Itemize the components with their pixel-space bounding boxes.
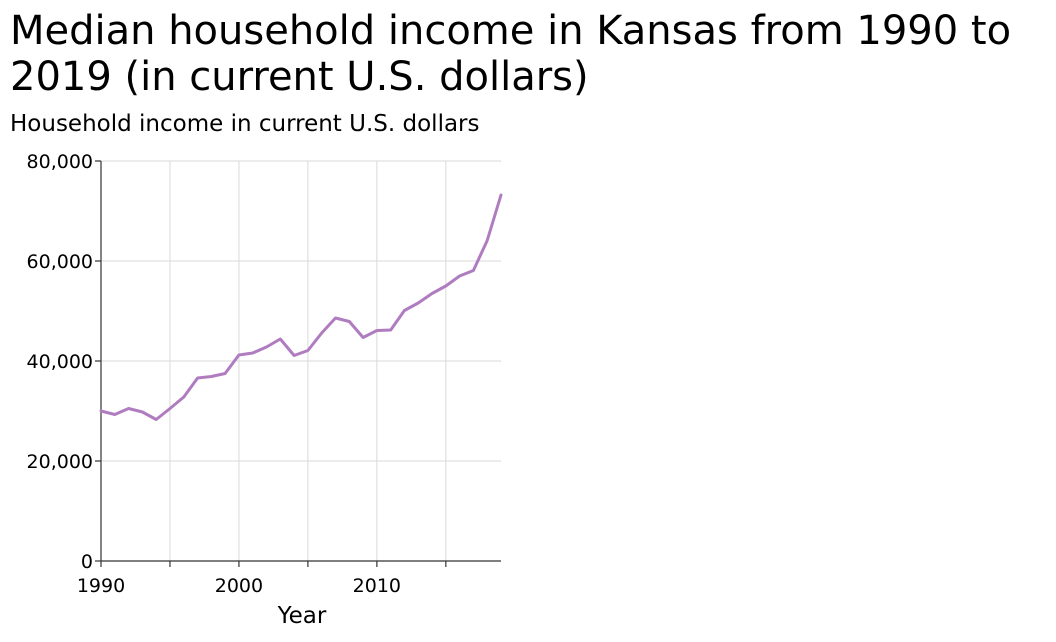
x-tick-label: 1990 [77, 575, 125, 597]
y-tick-label: 40,000 [27, 351, 93, 373]
grid-lines [101, 160, 501, 561]
x-tick-label: 2010 [353, 575, 401, 597]
chart-title: Median household income in Kansas from 1… [10, 8, 1012, 100]
axes: 0 20,000 40,000 60,000 80,000 1990 2000 2010 [27, 151, 501, 597]
y-tick-label: 60,000 [27, 251, 93, 273]
series-layer [99, 193, 503, 421]
x-axis-title: Year [277, 603, 327, 629]
y-axis-title: Household income in current U.S. dollars [10, 111, 480, 137]
y-tick-label: 20,000 [27, 451, 93, 473]
y-tick-label: 0 [81, 551, 93, 573]
series-line [99, 193, 503, 421]
x-tick-label: 2000 [215, 575, 263, 597]
y-tick-label: 80,000 [27, 151, 93, 173]
